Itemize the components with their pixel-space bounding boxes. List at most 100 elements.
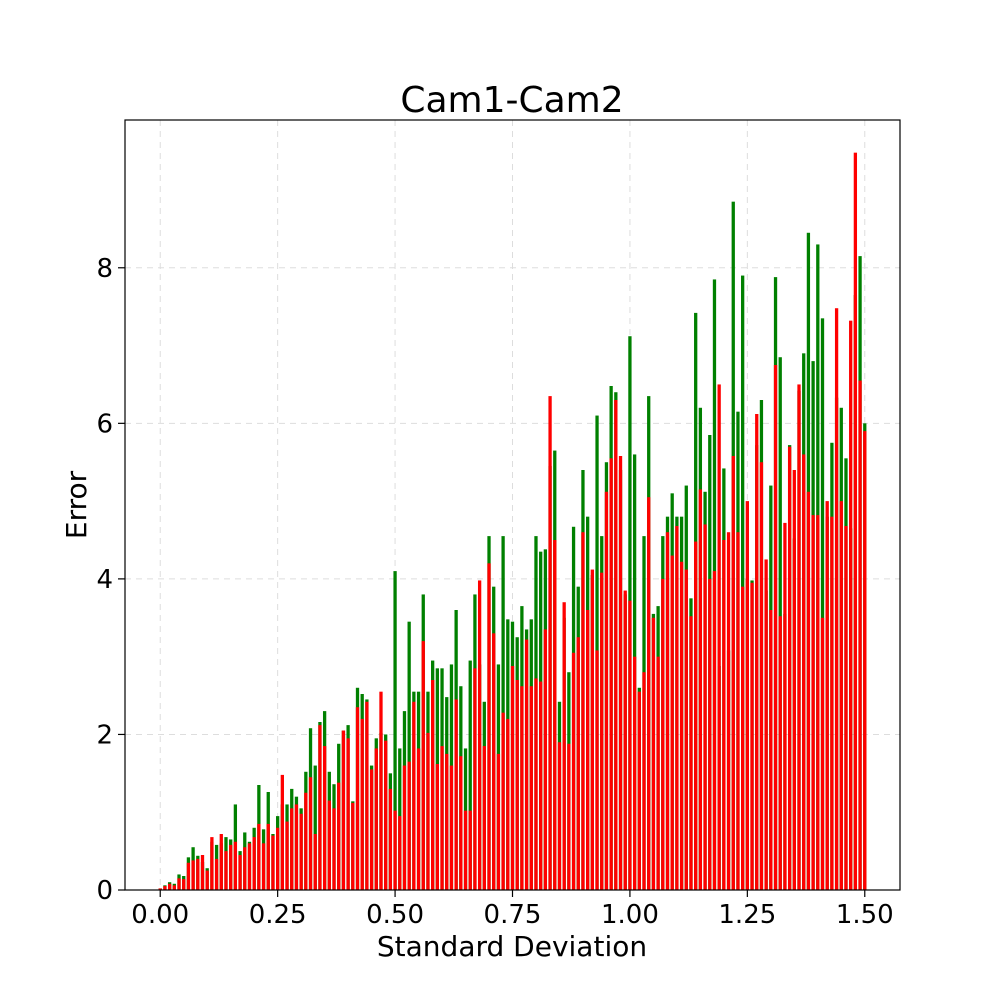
red-bar <box>708 578 712 890</box>
red-bar <box>534 678 538 890</box>
red-bar <box>600 572 604 890</box>
red-bar <box>219 834 223 890</box>
ticks-layer: 0.00 0.25 0.50 0.75 1.00 1.25 1.50 0 2 4 6 8 <box>96 254 893 930</box>
x-tick-label: 1.00 <box>601 900 659 930</box>
red-bar <box>421 641 425 890</box>
red-bar <box>825 501 829 890</box>
red-bar <box>764 559 768 890</box>
green-bar <box>468 660 472 890</box>
red-bar <box>647 497 651 890</box>
green-bar <box>393 571 397 890</box>
red-bar <box>830 516 834 890</box>
red-bar <box>163 886 167 890</box>
red-bar <box>351 802 355 890</box>
red-bar <box>755 414 759 890</box>
red-bar <box>820 617 825 890</box>
red-bar <box>656 656 660 890</box>
red-bar <box>689 616 693 890</box>
red-bar <box>412 701 416 890</box>
red-bar <box>402 765 407 890</box>
red-bar <box>290 808 294 890</box>
red-bar <box>318 725 322 890</box>
red-bar <box>632 656 637 890</box>
red-bar <box>778 616 782 890</box>
red-bar <box>726 532 731 890</box>
red-bar <box>379 691 383 890</box>
x-tick-label: 1.25 <box>718 900 776 930</box>
red-bar <box>858 380 862 890</box>
red-bar <box>816 515 820 890</box>
red-bar <box>792 470 796 890</box>
red-bar <box>294 804 299 890</box>
x-tick-label: 0.75 <box>484 900 542 930</box>
red-bar <box>787 446 792 890</box>
red-bar <box>773 365 778 890</box>
red-bar <box>515 680 519 890</box>
red-bar <box>341 730 346 890</box>
red-bar <box>266 823 270 890</box>
red-bar <box>214 858 219 890</box>
red-bar <box>590 569 594 890</box>
x-tick-label: 1.50 <box>836 900 894 930</box>
red-bar <box>548 396 552 890</box>
red-bar <box>769 610 773 890</box>
green-bar <box>820 318 825 891</box>
red-bar <box>407 761 411 890</box>
red-bar <box>609 458 613 890</box>
red-bar <box>586 610 590 890</box>
red-bar <box>759 462 764 890</box>
red-bar <box>322 746 327 890</box>
y-axis-label: Error <box>60 470 93 539</box>
red-bar <box>177 878 181 890</box>
red-bar <box>261 843 266 890</box>
red-bar <box>501 712 505 890</box>
red-bar <box>191 860 195 890</box>
red-bar <box>384 740 388 890</box>
red-bar <box>834 308 839 891</box>
red-bar <box>445 753 449 890</box>
red-bar <box>280 774 284 890</box>
red-bar <box>186 862 191 890</box>
red-bar <box>172 885 176 890</box>
red-bar <box>257 823 261 890</box>
red-bar <box>637 691 641 890</box>
red-bar <box>355 707 360 890</box>
red-bar <box>416 748 421 890</box>
red-bar <box>651 617 656 890</box>
red-bar <box>233 841 238 890</box>
red-bar <box>844 526 848 890</box>
red-bar <box>477 580 482 890</box>
red-bar <box>167 883 172 890</box>
red-bar <box>628 600 632 890</box>
red-bar <box>224 851 228 890</box>
red-bar <box>745 501 749 890</box>
red-bar <box>802 454 806 890</box>
red-bar <box>576 637 580 890</box>
red-bar <box>731 456 735 890</box>
red-bar <box>741 586 745 890</box>
red-bar <box>539 681 543 890</box>
red-bar <box>200 855 205 890</box>
bars-layer <box>158 152 867 891</box>
red-bar <box>581 532 585 890</box>
chart-title: Cam1-Cam2 <box>400 80 623 121</box>
red-bar <box>849 320 853 890</box>
red-bar <box>703 524 707 890</box>
x-tick-label: 0.25 <box>249 900 307 930</box>
y-tick-label: 8 <box>96 254 113 284</box>
red-bar <box>271 835 275 890</box>
red-bar <box>492 633 496 890</box>
red-bar <box>487 563 491 890</box>
green-bar <box>407 621 411 890</box>
red-bar <box>285 821 289 890</box>
red-bar <box>313 834 317 890</box>
red-bar <box>811 515 815 890</box>
red-bar <box>679 561 684 890</box>
red-bar <box>571 652 576 890</box>
red-bar <box>853 152 858 891</box>
red-bar <box>440 746 444 890</box>
red-bar <box>567 743 571 890</box>
red-bar <box>557 742 562 890</box>
red-bar <box>360 718 364 890</box>
